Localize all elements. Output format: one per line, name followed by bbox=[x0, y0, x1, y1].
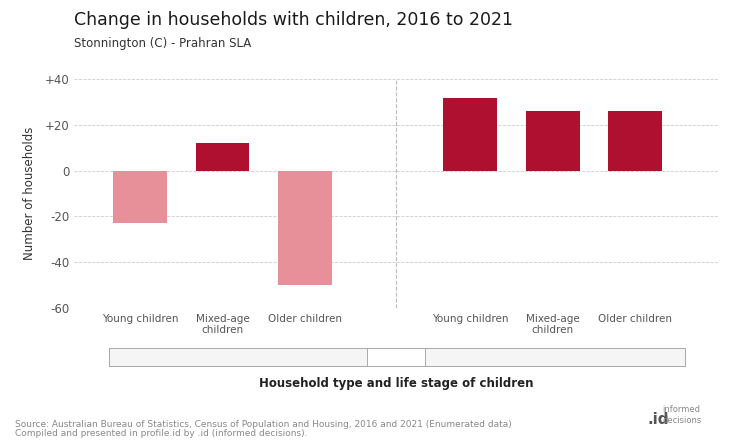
Bar bbox=[443, 98, 497, 171]
Text: Change in households with children, 2016 to 2021: Change in households with children, 2016… bbox=[74, 11, 513, 29]
Bar bbox=[113, 171, 166, 224]
Bar bbox=[526, 111, 579, 171]
Text: Single parent households: Single parent households bbox=[484, 352, 625, 362]
Text: Compiled and presented in profile.id by .id (informed decisions).: Compiled and presented in profile.id by … bbox=[15, 429, 307, 438]
Text: informed
decisions: informed decisions bbox=[662, 405, 702, 425]
Bar bbox=[608, 111, 662, 171]
Text: Source: Australian Bureau of Statistics, Census of Population and Housing, 2016 : Source: Australian Bureau of Statistics,… bbox=[15, 420, 511, 429]
Text: .id: .id bbox=[648, 412, 669, 427]
Bar bbox=[278, 171, 332, 285]
Text: Couple households: Couple households bbox=[185, 352, 291, 362]
Bar bbox=[196, 143, 249, 171]
Text: Stonnington (C) - Prahran SLA: Stonnington (C) - Prahran SLA bbox=[74, 37, 252, 51]
Y-axis label: Number of households: Number of households bbox=[23, 127, 36, 260]
Text: Household type and life stage of children: Household type and life stage of childre… bbox=[259, 377, 533, 390]
